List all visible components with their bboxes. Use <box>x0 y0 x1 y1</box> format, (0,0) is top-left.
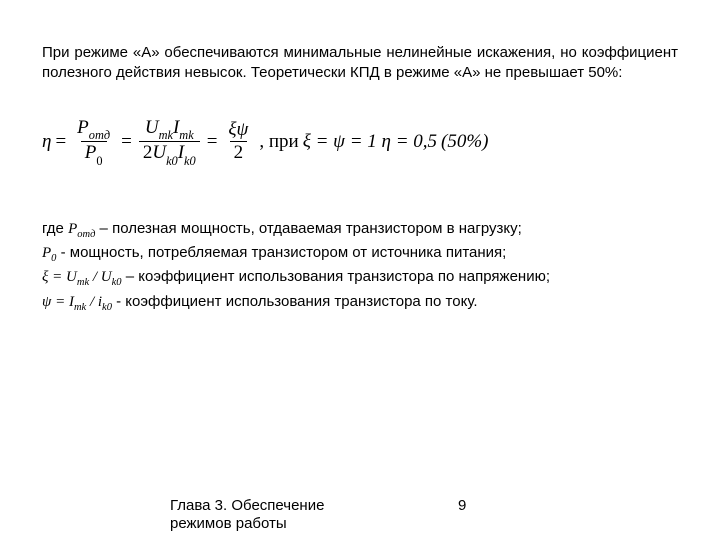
def-line-2: P0 - мощность, потребляемая транзистором… <box>42 242 678 266</box>
efficiency-formula: η = Pотд P0 = UmkImk 2Uk0Ik0 = ξψ 2 <box>42 118 678 167</box>
symbol-eta: η <box>42 131 51 153</box>
def-line-4: ψ = Imk / ik0 - коэффициент использовани… <box>42 291 678 315</box>
eq-3: = <box>207 131 218 153</box>
symbol-definitions: где Pотд – полезная мощность, отдаваемая… <box>42 218 678 315</box>
intro-paragraph: При режиме «А» обеспечиваются минимальны… <box>42 43 678 84</box>
footer-chapter-title: Глава 3. Обеспечение режимов работы <box>170 497 390 535</box>
formula-tail-1: , при <box>259 131 298 153</box>
eq-2: = <box>121 131 132 153</box>
page-footer: Глава 3. Обеспечение режимов работы 9 <box>0 497 720 535</box>
fraction-3: ξψ 2 <box>224 120 252 163</box>
eq-1: = <box>55 131 66 153</box>
def-line-1: где Pотд – полезная мощность, отдаваемая… <box>42 218 678 242</box>
formula-tail-3: (50%) <box>441 131 488 153</box>
def-line-3: ξ = Umk / Uk0 – коэффициент использовани… <box>42 266 678 290</box>
formula-tail-2: ξ = ψ = 1 η = 0,5 <box>303 131 437 153</box>
page-number: 9 <box>458 497 466 514</box>
fraction-2: UmkImk 2Uk0Ik0 <box>139 118 200 167</box>
fraction-1: Pотд P0 <box>73 118 114 167</box>
